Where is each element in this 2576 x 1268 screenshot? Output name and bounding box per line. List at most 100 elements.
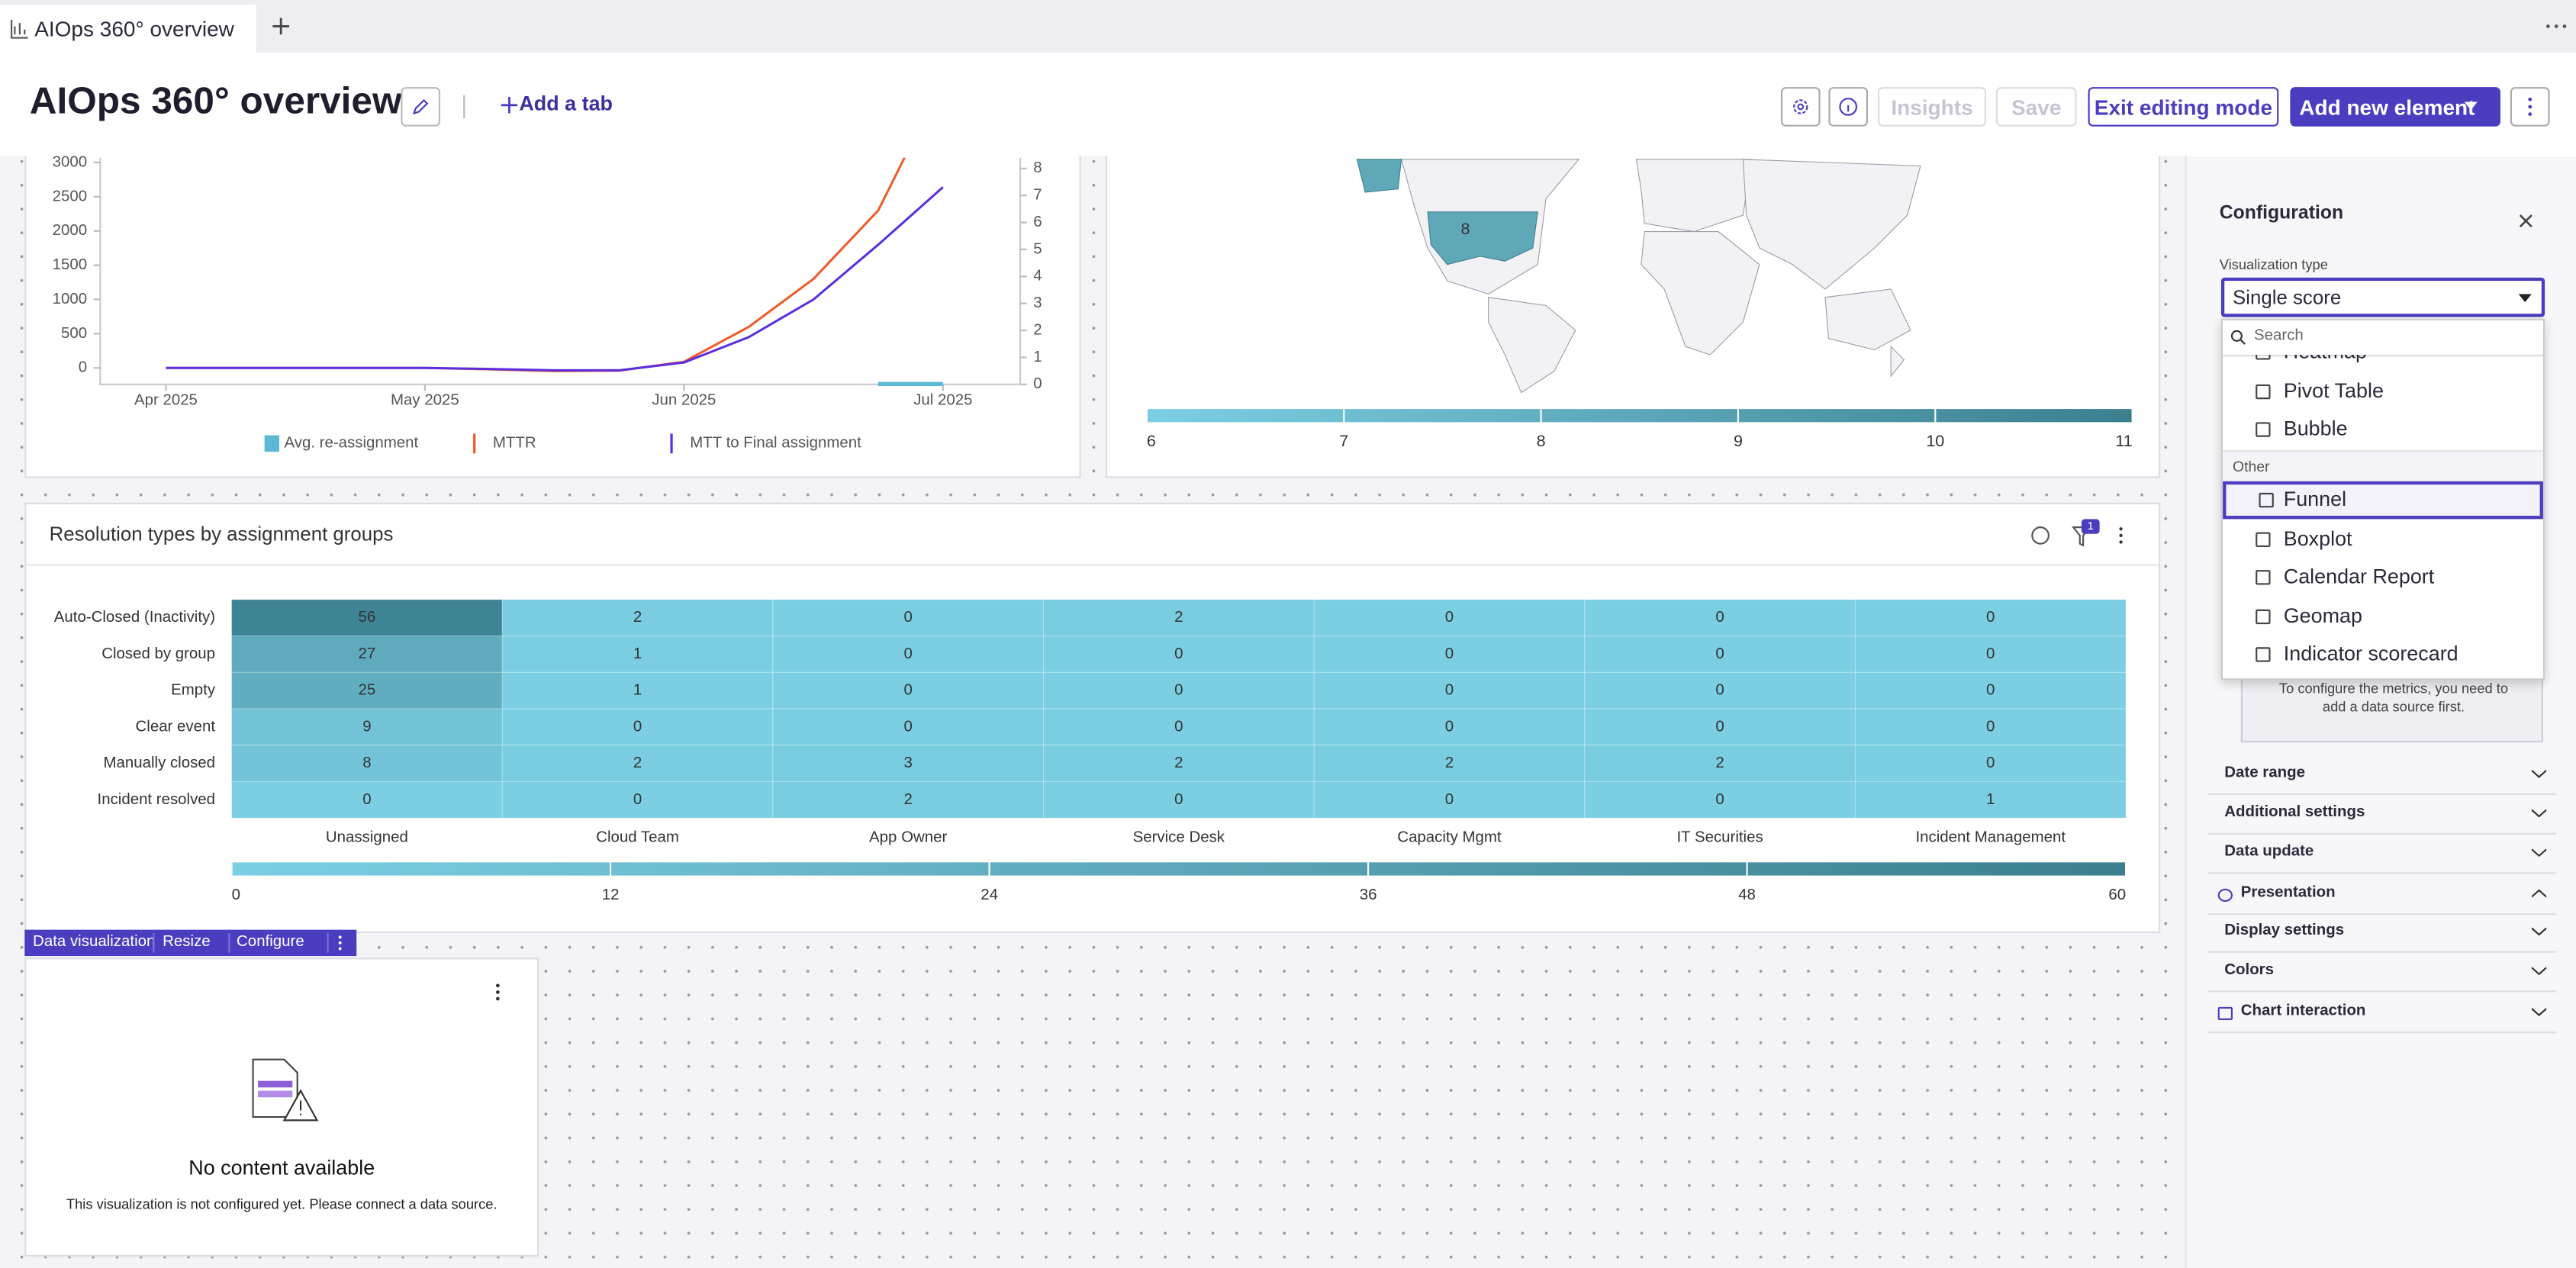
column-label: Cloud Team xyxy=(596,828,679,845)
scale-tick-label: 48 xyxy=(1738,886,1756,903)
heatmap-cell xyxy=(1042,599,1315,637)
info-icon[interactable] xyxy=(2031,526,2050,545)
scale-bar xyxy=(231,862,2127,876)
option[interactable]: Funnel xyxy=(2223,481,2543,520)
separator xyxy=(327,932,329,953)
config-section[interactable]: Data update xyxy=(2207,833,2557,874)
heatmap-cell xyxy=(1313,745,1586,783)
option-group: Other xyxy=(2223,449,2543,481)
heatmap-title: Resolution types by assignment groups xyxy=(50,524,394,545)
config-section[interactable]: Additional settings xyxy=(2207,793,2557,835)
heatmap-cell xyxy=(772,745,1045,783)
config-section[interactable]: Presentation xyxy=(2207,874,2557,916)
config-section[interactable]: Date range xyxy=(2207,754,2557,796)
kebab-icon[interactable] xyxy=(2119,527,2123,544)
cell-value: 2 xyxy=(1174,754,1183,771)
row-label: Manually closed xyxy=(104,754,216,771)
heatmap-cell xyxy=(1584,636,1856,673)
config-section[interactable]: Colors xyxy=(2207,951,2557,993)
chevron xyxy=(2531,889,2547,898)
legend-tick-label: 6 xyxy=(1147,432,1156,450)
legend-tick-label: 7 xyxy=(1339,432,1348,450)
separator xyxy=(228,932,230,953)
option-icon xyxy=(2256,648,2271,663)
heatmap-card: Resolution types by assignment groups 1 … xyxy=(24,502,2161,933)
cell-value: 0 xyxy=(1986,608,1995,626)
heatmap-cell xyxy=(1584,745,1856,783)
option[interactable]: Indicator scorecard xyxy=(2223,636,2543,674)
option[interactable]: Pivot Table xyxy=(2223,372,2543,410)
tab[interactable]: AIOps 360° overview xyxy=(0,5,256,53)
chevron xyxy=(2531,927,2547,936)
close-button[interactable] xyxy=(2519,214,2533,228)
option[interactable]: Heatmap xyxy=(2223,355,2543,372)
new-tab[interactable] xyxy=(271,17,291,37)
info-button[interactable] xyxy=(1828,87,1869,127)
config-title: Configuration xyxy=(2219,203,2344,224)
option-icon xyxy=(2256,609,2271,624)
settings-button[interactable] xyxy=(1780,87,1821,127)
cell-value: 0 xyxy=(1986,754,1995,771)
legend-label: MTTR xyxy=(493,434,536,452)
cell-value: 3 xyxy=(903,754,912,771)
y2-tick-label: 4 xyxy=(1033,267,1042,285)
y2-tick-label: 2 xyxy=(1033,320,1042,338)
add-element-button[interactable]: Add new element xyxy=(2290,87,2500,127)
option-label: Pivot Table xyxy=(2283,378,2384,402)
option-label: Bubble xyxy=(2283,417,2348,441)
option[interactable]: Geomap xyxy=(2223,597,2543,636)
y2-tick-label: 0 xyxy=(1033,375,1042,392)
cell-value: 27 xyxy=(359,645,376,662)
cell-value: 0 xyxy=(1445,790,1454,808)
heatmap-cell xyxy=(1854,671,2127,710)
row-label: Clear event xyxy=(136,717,216,735)
kebab-icon[interactable] xyxy=(494,983,501,1002)
more-button[interactable] xyxy=(2510,87,2550,127)
tab-bar: AIOps 360° overview xyxy=(0,0,2576,55)
option[interactable]: Boxplot xyxy=(2223,520,2543,558)
chevron-path xyxy=(2531,927,2547,936)
cell-value: 1 xyxy=(1986,790,1995,808)
heatmap-cell xyxy=(501,671,774,710)
configure-button[interactable]: Configure xyxy=(237,932,304,951)
legend-label: MTT to Final assignment xyxy=(690,434,861,452)
config-section[interactable]: Display settings xyxy=(2207,912,2557,953)
legend-tick-label: 8 xyxy=(1537,432,1546,450)
cell-value: 0 xyxy=(362,790,371,808)
type-select[interactable]: Single score xyxy=(2220,277,2545,317)
y-tick-label: 1500 xyxy=(53,256,87,273)
toolbar-label[interactable]: Data visualization xyxy=(33,932,156,951)
save-button[interactable]: Save xyxy=(1995,87,2077,127)
cell-value: 0 xyxy=(1174,717,1183,735)
cell-value: 9 xyxy=(362,717,371,735)
cell-value: 0 xyxy=(1715,608,1724,626)
cell-value: 0 xyxy=(633,790,642,808)
kebab-icon[interactable] xyxy=(336,935,343,951)
heatmap-cell xyxy=(1584,780,1856,819)
exit-editing-button[interactable]: Exit editing mode xyxy=(2088,87,2279,127)
insights-button[interactable]: Insights xyxy=(1877,87,1987,127)
y2-tick-label: 5 xyxy=(1033,240,1042,257)
cell-value: 0 xyxy=(1986,645,1995,662)
option[interactable]: Bubble xyxy=(2223,411,2543,449)
map-card: 8 6 7 8 9 10 11 xyxy=(1106,131,2161,478)
cell-value: 0 xyxy=(903,608,912,626)
heatmap-cell xyxy=(1042,636,1315,673)
heatmap-cell xyxy=(231,745,503,783)
legend-swatch xyxy=(473,433,476,454)
config-section[interactable]: Chart interaction xyxy=(2207,992,2557,1034)
filter-badge xyxy=(2081,519,2100,534)
tab-menu[interactable] xyxy=(2545,23,2568,30)
cell-value: 1 xyxy=(633,681,642,699)
add-tab[interactable]: Add a tab xyxy=(519,92,613,115)
chevron xyxy=(2531,769,2547,778)
column-label: App Owner xyxy=(869,828,947,845)
option[interactable]: Calendar Report xyxy=(2223,558,2543,597)
search-box[interactable]: Search xyxy=(2223,320,2543,357)
search-icon xyxy=(2230,330,2246,345)
edit-title[interactable] xyxy=(401,87,441,127)
heatmap-cell xyxy=(1042,708,1315,746)
column-label: Incident Management xyxy=(1915,828,2066,845)
resize-button[interactable]: Resize xyxy=(163,932,211,951)
heatmap-cell xyxy=(1854,636,2127,673)
